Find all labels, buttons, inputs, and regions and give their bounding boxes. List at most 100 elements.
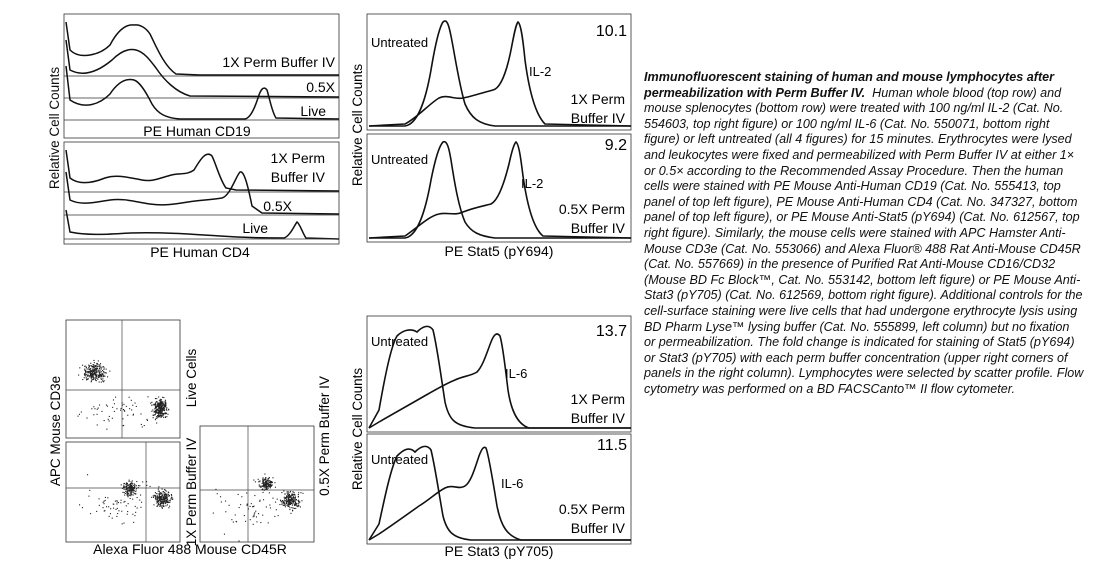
event-dot (265, 483, 267, 485)
event-dot (170, 494, 172, 496)
event-dot (133, 483, 135, 485)
event-dot (105, 404, 107, 406)
event-dot (266, 488, 268, 490)
event-dot (154, 419, 156, 421)
event-dot (104, 375, 106, 377)
cd4-1x-histogram (65, 149, 340, 192)
event-dot (263, 486, 265, 488)
stat5-05x-untreated-curve (369, 140, 631, 239)
event-dot (287, 499, 289, 501)
event-dot (102, 371, 104, 373)
event-dot (129, 483, 131, 485)
event-dot (294, 494, 296, 496)
event-dot (130, 487, 132, 489)
event-dot (268, 477, 270, 479)
event-dot (113, 410, 115, 412)
event-dot (259, 499, 261, 501)
event-dot (158, 404, 160, 406)
event-dot (89, 489, 91, 491)
event-dot (127, 490, 129, 492)
event-dot (264, 484, 266, 486)
event-dot (267, 487, 269, 489)
event-dot (164, 403, 166, 405)
cd4-05x-histogram (65, 171, 340, 215)
figure-top-right: 10.1 Untreated IL-2 1X Perm Buffer IV 9.… (350, 13, 632, 259)
event-dot (93, 406, 95, 408)
event-dot (283, 502, 285, 504)
event-dot (157, 411, 159, 413)
event-dot (108, 515, 110, 517)
event-dot (88, 495, 90, 497)
event-dot (290, 499, 292, 501)
event-dot (164, 496, 166, 498)
event-dot (95, 366, 97, 368)
event-dot (136, 507, 138, 509)
event-dot (109, 370, 111, 372)
event-dot (108, 420, 110, 422)
event-dot (91, 408, 93, 410)
event-dot (158, 400, 160, 402)
event-dot (156, 401, 158, 403)
event-dot (157, 488, 159, 490)
event-dot (90, 373, 92, 375)
event-dot (127, 484, 129, 486)
event-dot (96, 363, 98, 365)
event-dot (165, 405, 167, 407)
event-dot (283, 490, 285, 492)
event-dot (293, 500, 295, 502)
event-dot (163, 407, 165, 409)
event-dot (247, 508, 249, 510)
stat3-1x-buffer-line1: 1X Perm (571, 391, 625, 407)
event-dot (90, 377, 92, 379)
event-dot (103, 366, 105, 368)
event-dot (155, 411, 157, 413)
event-dot (139, 499, 141, 501)
event-dot (220, 501, 222, 503)
event-dot (91, 374, 93, 376)
event-dot (164, 496, 166, 498)
cd4-label-05x: 0.5X (263, 198, 292, 214)
event-dot (139, 485, 141, 487)
event-dot (147, 396, 149, 398)
event-dot (101, 366, 103, 368)
event-dot (134, 486, 136, 488)
event-dot (98, 371, 100, 373)
event-dot (161, 405, 163, 407)
event-dot (225, 500, 227, 502)
event-dot (292, 495, 294, 497)
event-dot (129, 490, 131, 492)
event-dot (289, 496, 291, 498)
event-dot (253, 515, 255, 517)
event-dot (254, 481, 256, 483)
stat5-1x-untreated-curve (369, 20, 631, 127)
event-dot (167, 499, 169, 501)
event-dot (92, 366, 94, 368)
stat3-1x-fold: 13.7 (596, 323, 627, 340)
event-dot (160, 405, 162, 407)
event-dot (286, 495, 288, 497)
event-dot (123, 522, 125, 524)
event-dot (157, 409, 159, 411)
event-dot (127, 496, 129, 498)
event-dot (118, 510, 120, 512)
event-dot (263, 485, 265, 487)
event-dot (136, 481, 138, 483)
event-dot (293, 493, 295, 495)
event-dot (158, 500, 160, 502)
event-dot (159, 504, 161, 506)
event-dot (126, 488, 128, 490)
event-dot (140, 506, 142, 508)
event-dot (284, 503, 286, 505)
event-dot (158, 497, 160, 499)
event-dot (163, 406, 165, 408)
event-dot (126, 490, 128, 492)
event-dot (250, 503, 252, 505)
event-dot (162, 504, 164, 506)
event-dot (156, 501, 158, 503)
cd19-live-histogram (65, 65, 340, 120)
event-dot (163, 497, 165, 499)
event-dot (124, 500, 126, 502)
event-dot (298, 502, 300, 504)
event-dot (90, 370, 92, 372)
event-dot (126, 485, 128, 487)
